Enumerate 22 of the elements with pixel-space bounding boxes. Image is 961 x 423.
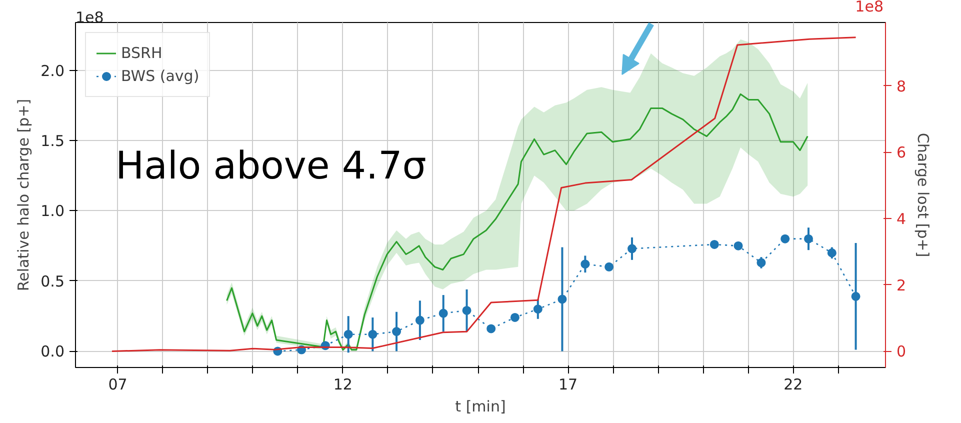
legend-label: BWS (avg) — [121, 67, 200, 85]
y2-axis-title: Charge lost [p+] — [914, 132, 932, 258]
y-tick-label: 0.0 — [40, 342, 65, 361]
y-tick-label: 0.5 — [40, 272, 65, 290]
text: 1e8 — [855, 0, 884, 16]
annotation: 1e8 — [76, 8, 104, 26]
y2-tick-label: 6 — [896, 144, 906, 162]
x-axis-title: t [min] — [455, 398, 506, 416]
y-tick-label: 2.0 — [40, 62, 65, 80]
y-axis-title: Relative halo charge [p+] — [14, 98, 33, 292]
annotation: Halo above 4.7σ — [116, 144, 426, 188]
y2-tick-label: 4 — [896, 210, 906, 228]
y2-tick-label: 0 — [896, 342, 906, 361]
y-tick-label: 1.5 — [40, 132, 65, 150]
y2-tick-label: 2 — [896, 276, 906, 294]
y2-tick-label: 8 — [896, 77, 906, 96]
x-tick-label: 22 — [784, 376, 803, 394]
y-tick-label: 1.0 — [40, 202, 65, 220]
x-tick-label: 17 — [558, 376, 578, 394]
x-tick-label: 07 — [108, 376, 128, 394]
legend-label: BSRH — [121, 44, 162, 62]
x-tick-label: 12 — [333, 376, 352, 394]
